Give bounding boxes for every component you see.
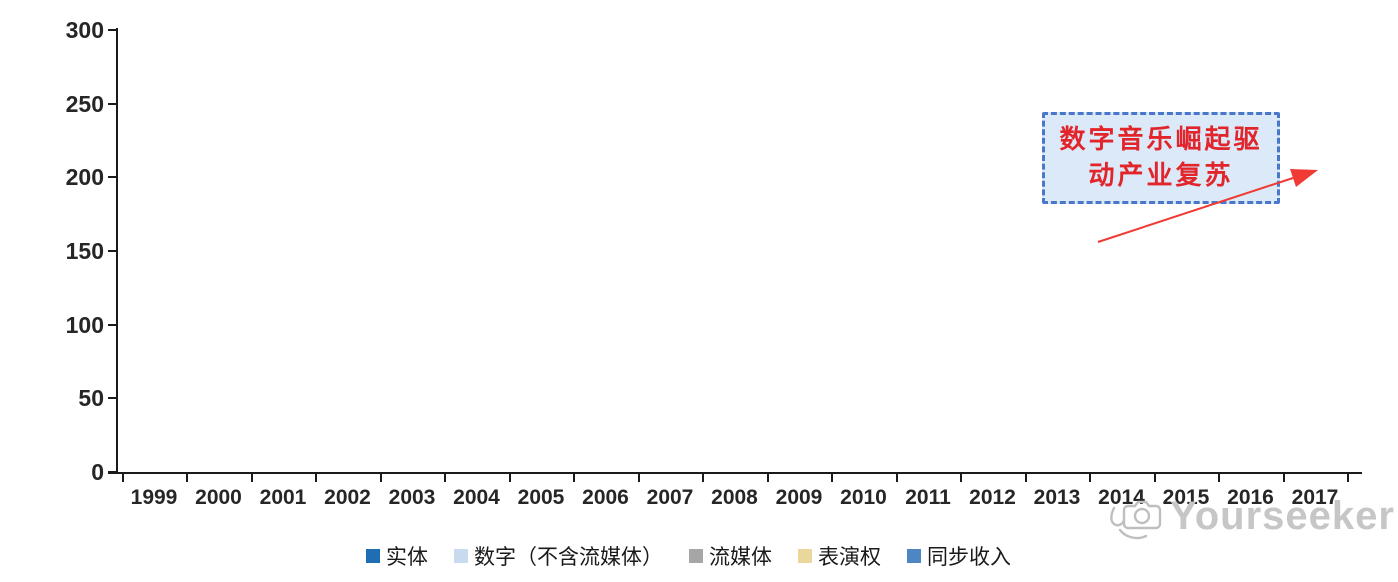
x-axis-tick <box>960 474 963 482</box>
x-axis-label: 2003 <box>388 486 436 509</box>
x-axis-label: 2000 <box>195 486 242 509</box>
x-axis-label: 2004 <box>453 486 500 509</box>
y-axis-label: 200 <box>65 164 104 191</box>
x-axis-label: 2005 <box>517 486 565 509</box>
y-axis-tick <box>108 29 118 31</box>
legend-swatch <box>454 549 468 563</box>
x-axis-tick <box>1347 474 1350 482</box>
watermark-text: Yourseeker <box>1170 494 1395 538</box>
x-axis-label: 2007 <box>646 486 694 509</box>
x-axis-tick <box>831 474 834 482</box>
y-axis-label: 0 <box>91 459 104 485</box>
x-axis-label: 2001 <box>259 486 307 509</box>
annotation-box: 数字音乐崛起驱 动产业复苏 <box>1042 112 1280 204</box>
legend-item: 表演权 <box>798 541 881 571</box>
y-axis-tick <box>108 323 118 326</box>
y-axis-tick <box>108 250 118 252</box>
legend-item: 实体 <box>366 541 428 571</box>
x-axis-label: 2015 <box>1162 486 1210 509</box>
y-axis-tick <box>108 471 118 473</box>
y-axis-tick <box>108 397 118 400</box>
camera-doodle-icon <box>1110 500 1162 540</box>
legend-label: 实体 <box>386 546 428 569</box>
y-axis-label: 50 <box>78 385 104 412</box>
legend-item: 流媒体 <box>689 541 772 571</box>
x-axis-label: 2014 <box>1098 486 1145 509</box>
x-axis-tick <box>121 474 124 482</box>
x-axis-label: 2011 <box>905 486 951 509</box>
x-axis-label: 2008 <box>711 486 758 509</box>
legend-swatch <box>689 549 703 563</box>
x-axis-tick <box>1282 474 1285 482</box>
y-axis-tick <box>108 102 118 105</box>
x-axis-label: 2010 <box>840 486 887 509</box>
x-axis-tick <box>766 474 769 482</box>
legend-label: 同步收入 <box>927 546 1011 569</box>
x-axis-tick <box>895 474 898 482</box>
x-axis-label: 2016 <box>1227 486 1274 509</box>
x-axis-tick <box>573 474 576 482</box>
x-axis-label: 2009 <box>775 486 823 509</box>
legend-item: 同步收入 <box>907 541 1011 571</box>
x-axis-tick <box>250 474 253 482</box>
annotation-text-line: 动产业复苏 <box>1088 160 1234 190</box>
x-axis-tick <box>1089 474 1092 482</box>
x-axis-tick <box>379 474 382 482</box>
y-axis-label: 150 <box>65 238 104 264</box>
legend-swatch <box>366 549 380 563</box>
legend-swatch <box>798 549 812 563</box>
x-axis-label: 2017 <box>1291 486 1339 509</box>
x-axis-tick <box>315 474 318 482</box>
x-axis-tick <box>1218 474 1221 482</box>
legend-swatch <box>907 549 921 563</box>
y-axis-tick <box>108 176 118 179</box>
x-axis-tick <box>637 474 640 482</box>
x-axis-tick <box>1153 474 1156 482</box>
legend-label: 数字（不含流媒体） <box>474 546 663 569</box>
legend-label: 流媒体 <box>709 546 772 569</box>
y-axis-label: 300 <box>65 17 104 43</box>
y-axis-label: 100 <box>65 311 104 338</box>
x-axis-tick <box>508 474 511 482</box>
x-axis-label: 2002 <box>324 486 371 509</box>
x-axis-tick <box>702 474 705 482</box>
x-axis-label: 2012 <box>969 486 1016 509</box>
x-axis-tick <box>444 474 447 482</box>
x-axis-tick <box>186 474 189 482</box>
legend-item: 数字（不含流媒体） <box>454 541 663 571</box>
annotation-text-line: 数字音乐崛起驱 <box>1059 124 1263 154</box>
legend-label: 表演权 <box>818 546 881 569</box>
y-axis-label: 250 <box>65 90 104 117</box>
x-axis-label: 2013 <box>1033 486 1081 509</box>
watermark: Yourseeker <box>1108 494 1395 544</box>
x-axis-label: 1999 <box>130 486 178 509</box>
legend: 实体 数字（不含流媒体） 流媒体 表演权 同步收入 <box>366 541 1011 571</box>
x-axis-label: 2006 <box>582 486 629 509</box>
x-axis-line <box>108 472 1362 474</box>
x-axis-tick <box>1024 474 1027 482</box>
